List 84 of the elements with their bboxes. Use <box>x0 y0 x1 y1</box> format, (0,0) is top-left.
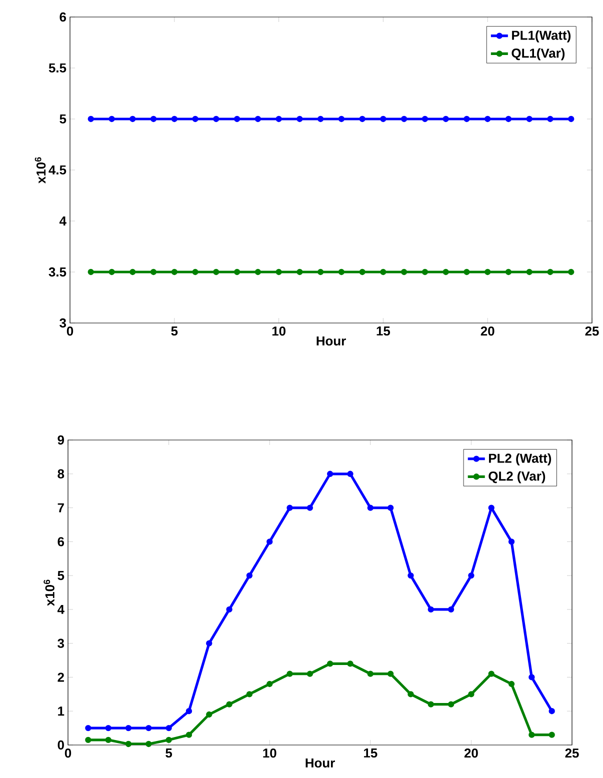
point <box>146 724 152 732</box>
legend-label: PL1(Watt) <box>512 30 571 42</box>
y-tick-label: 8 <box>58 469 64 478</box>
y-axis-title: x10$^{6}$ <box>44 580 55 606</box>
legend-label: QL2 (Var) <box>488 471 546 484</box>
y-tick-label: 5 <box>60 114 66 124</box>
x-tick-label: 0 <box>67 326 74 336</box>
point <box>327 470 334 477</box>
y-tick-label: 9 <box>58 435 64 445</box>
y-tick-label: 5.5 <box>49 63 66 73</box>
x-axis-title: Hour <box>306 758 336 768</box>
y-tick-label: 3 <box>60 318 66 328</box>
point <box>186 708 192 714</box>
point <box>286 670 294 677</box>
point <box>266 680 273 688</box>
point <box>408 572 414 579</box>
point <box>528 732 536 738</box>
point <box>307 670 314 677</box>
x-tick-label: 20 <box>481 326 495 336</box>
point <box>246 691 253 698</box>
point <box>186 732 192 738</box>
point <box>266 538 273 545</box>
point <box>246 572 253 579</box>
point <box>126 724 132 732</box>
x-tick-label: 5 <box>166 748 172 758</box>
point <box>508 680 515 688</box>
x-tick-label: 5 <box>171 326 178 336</box>
point <box>548 708 556 714</box>
y-tick-label: 6 <box>60 12 66 22</box>
y-tick-label: 6 <box>58 537 64 546</box>
x-tick-label: 10 <box>263 748 277 758</box>
y-tick-label: 1 <box>58 706 64 716</box>
point <box>508 538 515 545</box>
point <box>206 640 212 646</box>
point <box>388 504 394 511</box>
x-axis-title: Hour <box>316 336 346 346</box>
legend-label: PL2 (Watt) <box>489 453 552 466</box>
point <box>368 670 374 677</box>
x-tick-label: 15 <box>364 748 378 758</box>
y-tick-label: 4 <box>58 604 65 614</box>
legend-label: QL1(Var) <box>512 48 565 60</box>
point <box>448 606 454 613</box>
point <box>206 711 212 718</box>
x-tick-label: 25 <box>565 748 580 758</box>
point <box>105 724 112 732</box>
point <box>146 740 152 748</box>
y-tick-label: 5 <box>58 571 64 580</box>
point <box>307 504 314 511</box>
y-tick-label: 3 <box>58 638 64 648</box>
x-tick-label: 25 <box>585 326 600 336</box>
y-tick-label: 4.5 <box>48 165 66 175</box>
point <box>468 691 475 698</box>
y-tick-label: 0 <box>58 740 64 750</box>
y-tick-label: 3.5 <box>49 267 66 277</box>
point <box>528 674 536 680</box>
point <box>226 701 233 708</box>
point <box>166 736 172 744</box>
point <box>85 724 92 732</box>
x-tick-label: 15 <box>377 326 390 336</box>
point <box>327 660 334 667</box>
point <box>166 724 172 732</box>
point <box>408 691 414 698</box>
y-tick-label: 2 <box>58 672 64 682</box>
point <box>388 670 394 677</box>
point <box>126 740 132 748</box>
point <box>347 470 354 477</box>
y-tick-label: 4 <box>60 216 67 226</box>
point <box>105 736 112 744</box>
point <box>428 701 434 708</box>
point <box>488 670 495 677</box>
point <box>368 504 374 511</box>
point <box>85 736 92 744</box>
point <box>448 701 454 708</box>
point <box>548 732 556 738</box>
point <box>226 606 233 613</box>
x-tick-label: 10 <box>272 326 286 336</box>
x-tick-label: 20 <box>464 748 478 758</box>
point <box>488 504 495 511</box>
point <box>428 606 434 613</box>
y-tick-label: 7 <box>58 503 64 512</box>
point <box>468 572 475 579</box>
y-axis-title: x10$^{6}$ <box>35 157 46 184</box>
point <box>286 504 294 511</box>
point <box>347 660 354 667</box>
